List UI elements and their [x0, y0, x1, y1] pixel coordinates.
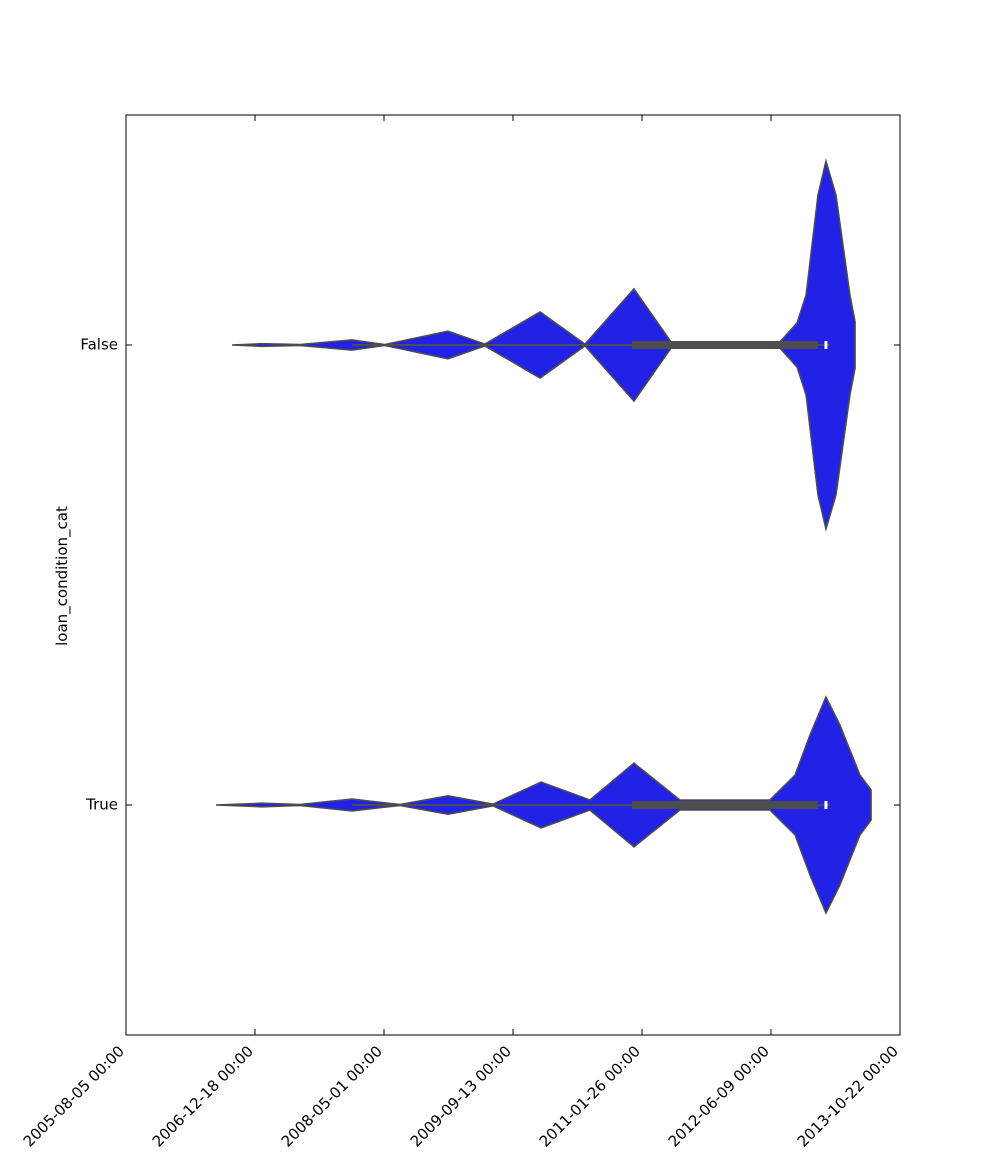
- y-axis-label: loan_condition_cat: [53, 506, 72, 646]
- median: [824, 341, 828, 349]
- plot-frame: [125, 114, 901, 1036]
- x-tick-label: 2008-05-01 00:00: [278, 1042, 386, 1150]
- box: [631, 801, 818, 809]
- x-tick-label: 2005-08-05 00:00: [20, 1042, 128, 1150]
- box: [631, 341, 818, 349]
- x-tick-label: 2012-06-09 00:00: [665, 1042, 773, 1150]
- x-tick-label: 2011-01-26 00:00: [536, 1042, 644, 1150]
- x-tick-label: 2009-09-13 00:00: [407, 1042, 515, 1150]
- y-tick-label: True: [85, 796, 118, 814]
- y-tick-label: False: [80, 336, 118, 354]
- x-tick-label: 2006-12-18 00:00: [149, 1042, 257, 1150]
- median: [824, 801, 828, 809]
- x-tick-label: 2013-10-22 00:00: [794, 1042, 902, 1150]
